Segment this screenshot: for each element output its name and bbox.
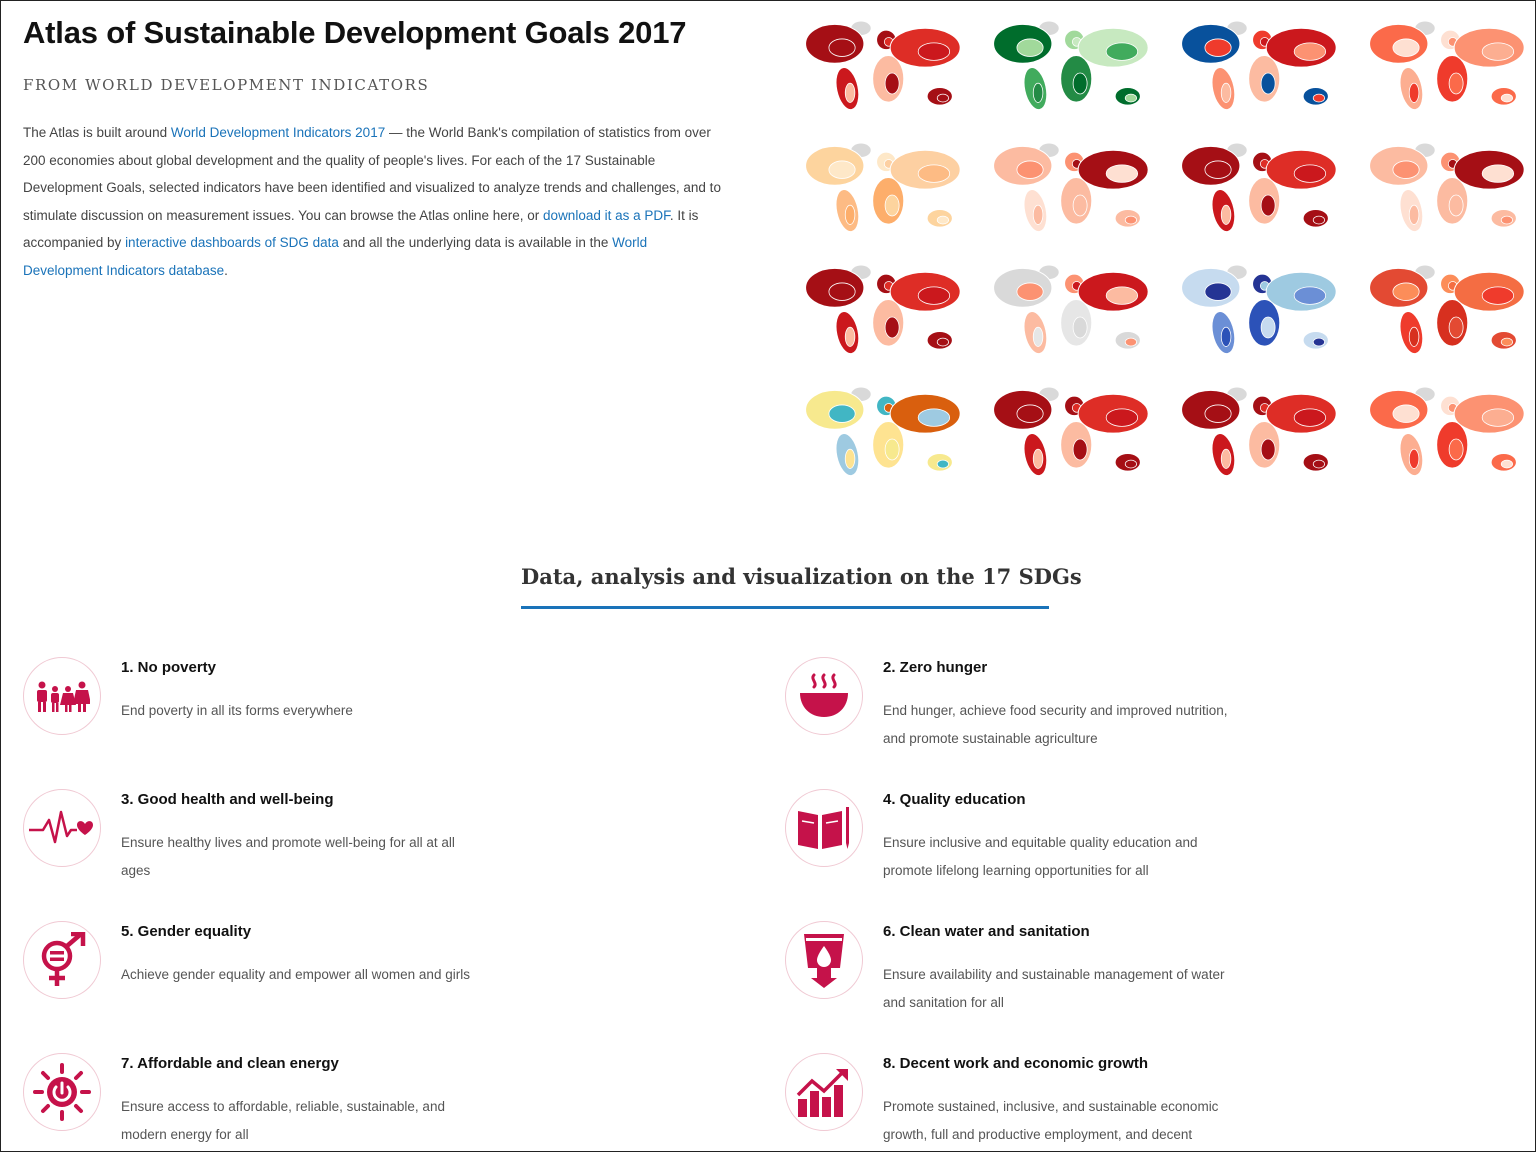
goal-item-decent-work[interactable]: 8. Decent work and economic growth Promot… [785,1053,1425,1163]
wdi-2017-link[interactable]: World Development Indicators 2017 [170,125,386,140]
goal-description: Ensure inclusive and equitable quality e… [883,835,1198,878]
section-underline [521,606,1049,609]
goal-item-clean-energy[interactable]: 7. Affordable and clean energy Ensure acc… [23,1053,663,1163]
world-map-thumbnail [993,21,1149,111]
growth-chart-icon [785,1053,863,1131]
family-icon [23,657,101,735]
book-icon [785,789,863,867]
world-map-thumbnail [1181,21,1337,111]
wdi-database-link[interactable]: World Development Indicators database [23,235,648,278]
world-maps-grid [791,17,1536,497]
world-map-thumbnail [805,265,961,355]
world-map-thumbnail [1369,265,1525,355]
sun-power-icon [23,1053,101,1131]
world-map-thumbnail [993,143,1149,233]
intro-text-4: and all the underlying data is available… [338,235,613,250]
goal-item-no-poverty[interactable]: 1. No poverty End poverty in all its form… [23,657,663,767]
goal-item-zero-hunger[interactable]: 2. Zero hunger End hunger, achieve food s… [785,657,1425,767]
goal-title[interactable]: 7. Affordable and clean energy [121,1055,339,1072]
intro-text-5: . [224,262,228,278]
world-map-thumbnail [805,387,961,477]
page-subtitle: FROM WORLD DEVELOPMENT INDICATORS [23,76,430,94]
goal-title[interactable]: 1. No poverty [121,659,217,676]
world-map-thumbnail [993,387,1149,477]
world-map-thumbnail [1369,387,1525,477]
goal-item-quality-education[interactable]: 4. Quality education Ensure inclusive and… [785,789,1425,899]
world-map-thumbnail [1181,265,1337,355]
world-map-thumbnail [805,21,961,111]
goal-title[interactable]: 5. Gender equality [121,923,252,940]
goal-description: Ensure access to affordable, reliable, s… [121,1099,445,1142]
intro-text-3: . It is accompanied by [23,207,699,251]
intro-text-1: The Atlas is built around [23,125,171,140]
goal-description: Ensure availability and sustainable mana… [883,967,1225,1010]
goal-description: End poverty in all its forms everywhere [121,703,353,718]
goal-title[interactable]: 4. Quality education [883,791,1026,808]
goal-title[interactable]: 6. Clean water and sanitation [883,923,1090,940]
goal-description: Achieve gender equality and empower all … [121,967,470,982]
intro-text-2: — the World Bank's compilation of statis… [23,125,721,223]
goal-description: Ensure healthy lives and promote well-be… [121,835,455,878]
water-icon [785,921,863,999]
heartbeat-icon [23,789,101,867]
world-map-thumbnail [993,265,1149,355]
gender-icon [23,921,101,999]
intro-paragraph: The Atlas is built around World Developm… [23,119,723,284]
world-map-thumbnail [1369,143,1525,233]
world-map-thumbnail [1369,21,1525,111]
goal-description: Promote sustained, inclusive, and sustai… [883,1099,1219,1142]
page-title: Atlas of Sustainable Development Goals 2… [23,15,687,50]
goal-description: End hunger, achieve food security and im… [883,703,1228,746]
download-pdf-link[interactable]: download it as a PDF [543,207,670,223]
world-map-thumbnail [1181,143,1337,233]
goal-title[interactable]: 2. Zero hunger [883,659,988,676]
world-map-thumbnail [1181,387,1337,477]
world-map-thumbnail [805,143,961,233]
goal-item-good-health[interactable]: 3. Good health and well-being Ensure heal… [23,789,663,899]
goal-title[interactable]: 8. Decent work and economic growth [883,1055,1149,1072]
goal-title[interactable]: 3. Good health and well-being [121,791,334,808]
section-title: Data, analysis and visualization on the … [521,564,1082,589]
sdg-dashboards-link[interactable]: interactive dashboards of SDG data [125,235,339,250]
goal-item-gender-equality[interactable]: 5. Gender equality Achieve gender equalit… [23,921,663,1031]
goal-item-clean-water[interactable]: 6. Clean water and sanitation Ensure avai… [785,921,1425,1031]
bowl-icon [785,657,863,735]
